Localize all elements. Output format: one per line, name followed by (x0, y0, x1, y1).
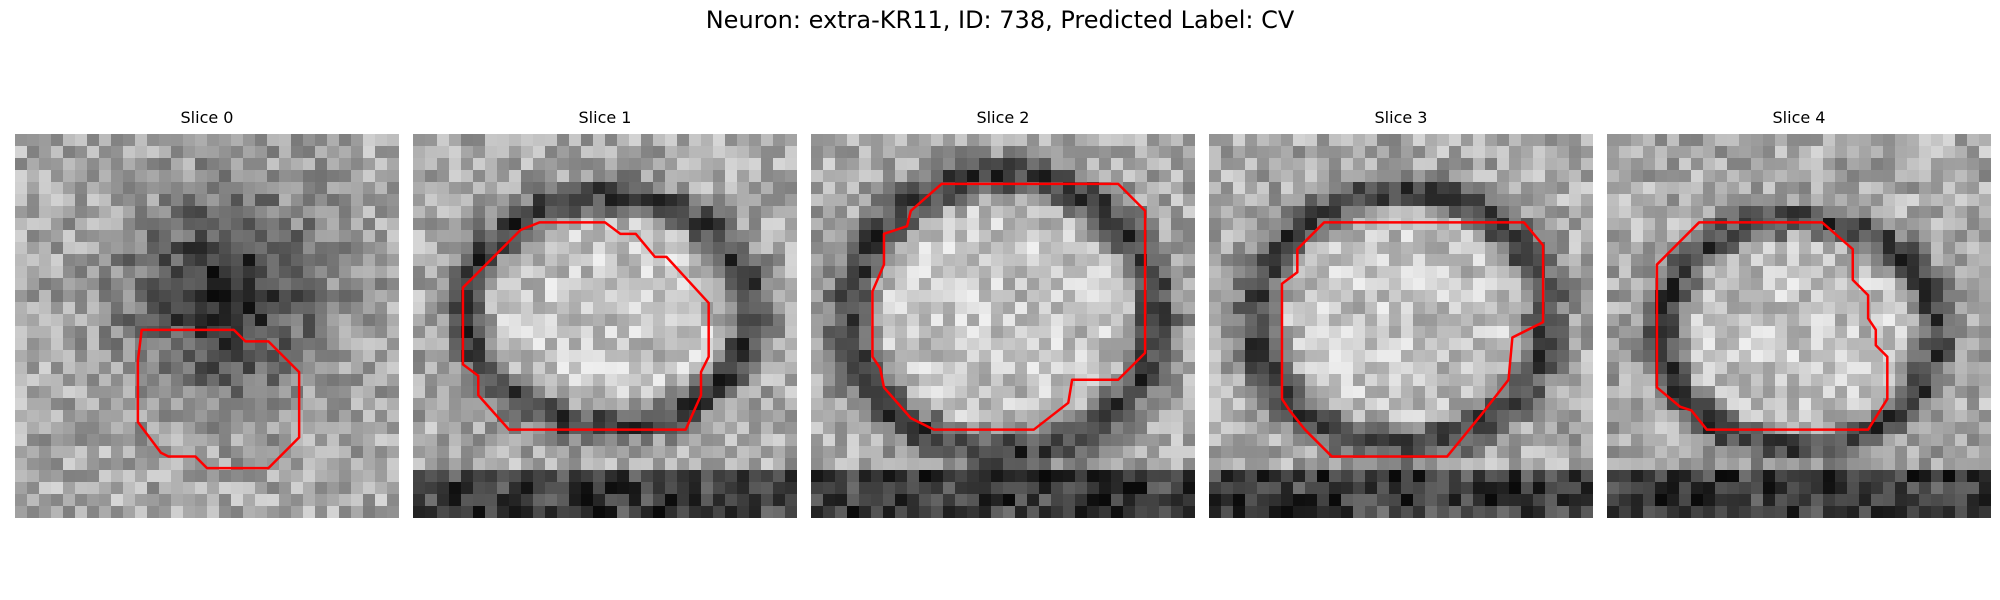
slice-svg-1 (413, 134, 797, 518)
slice-image-4 (1607, 134, 1991, 518)
contour-0 (136, 328, 301, 470)
slice-title-4: Slice 4 (1772, 108, 1826, 127)
slice-svg-3 (1209, 134, 1593, 518)
slice-image-0 (15, 134, 399, 518)
slice-image-3 (1209, 134, 1593, 518)
slice-title-1: Slice 1 (578, 108, 632, 127)
slice-svg-0 (15, 134, 399, 518)
slice-title-2: Slice 2 (976, 108, 1030, 127)
contour-1 (461, 221, 710, 431)
slice-image-1 (413, 134, 797, 518)
contour-4 (1655, 221, 1889, 431)
figure-title: Neuron: extra-KR11, ID: 738, Predicted L… (705, 6, 1295, 34)
contour-2 (871, 182, 1147, 431)
slice-title-0: Slice 0 (180, 108, 234, 127)
slice-title-3: Slice 3 (1374, 108, 1428, 127)
slice-svg-4 (1607, 134, 1991, 518)
contour-3 (1280, 221, 1545, 458)
slice-svg-2 (811, 134, 1195, 518)
slice-image-2 (811, 134, 1195, 518)
